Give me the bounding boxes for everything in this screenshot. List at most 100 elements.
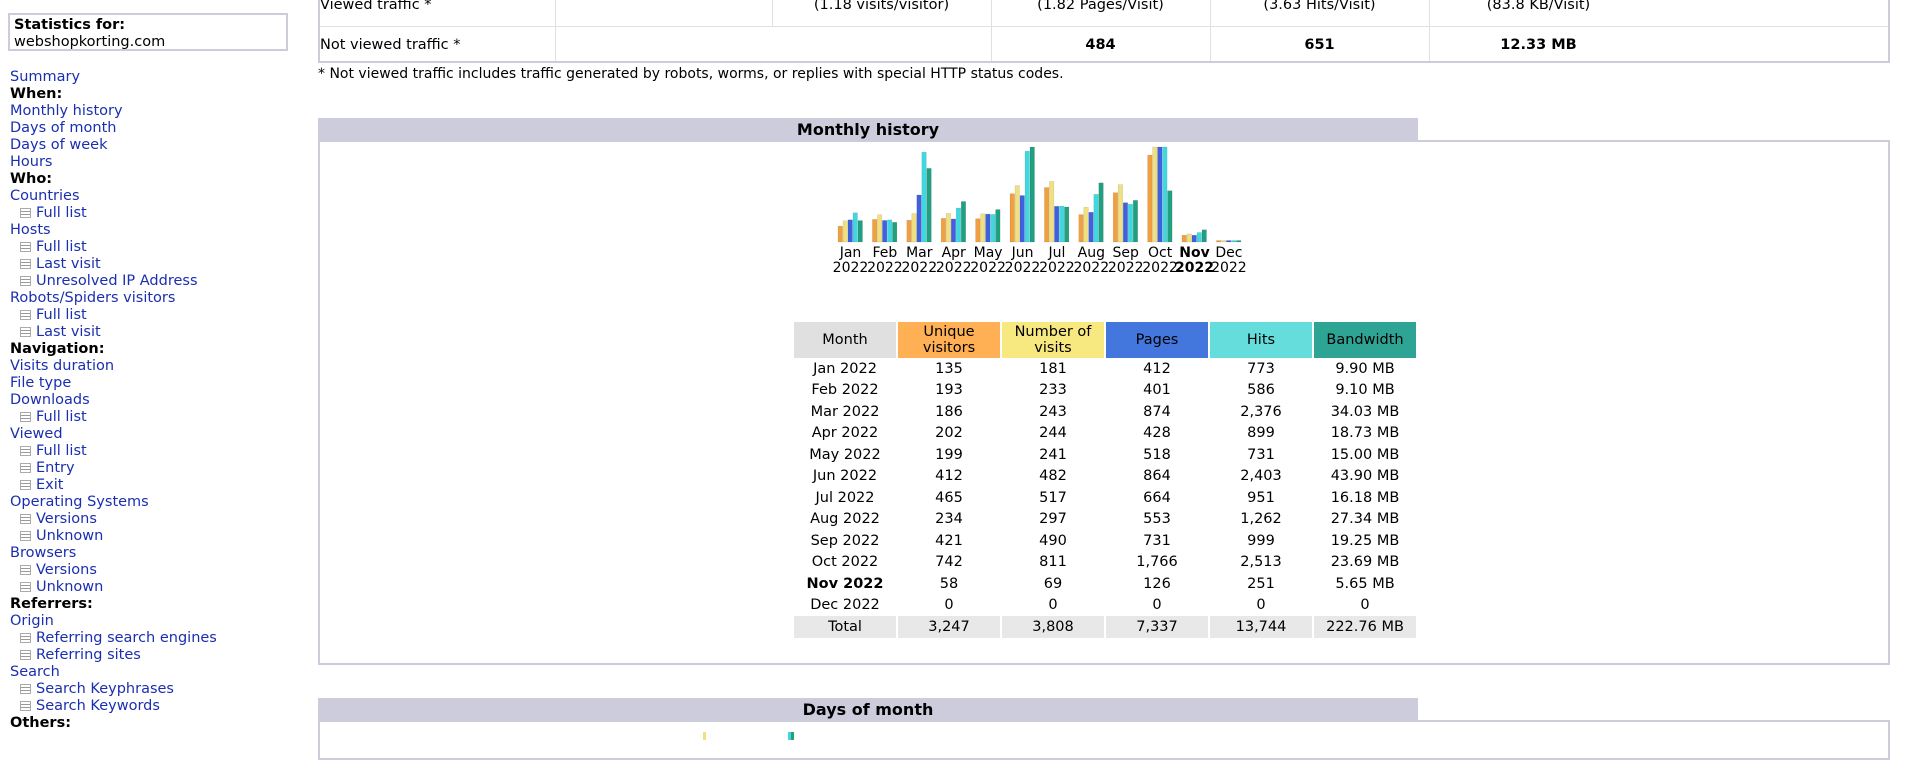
menu-subitem-versions[interactable]: Versions (10, 562, 217, 579)
table-total-cell: 222.76 MB (1314, 616, 1416, 638)
menu-subitem-versions[interactable]: Versions (10, 511, 217, 528)
menu-item-days-of-month[interactable]: Days of month (10, 120, 217, 137)
menu-link[interactable]: Search Keyphrases (36, 681, 174, 697)
pages-per-visit: (1.82 Pages/Visit) (1037, 0, 1164, 13)
chart-month-label: Jun (1011, 245, 1034, 261)
menu-link[interactable]: Full list (36, 307, 87, 323)
table-cell: 586 (1247, 382, 1275, 399)
table-cell: 465 (935, 489, 963, 506)
list-icon (20, 327, 31, 337)
menu-link[interactable]: Browsers (10, 545, 77, 561)
menu-item-viewed[interactable]: Viewed (10, 426, 217, 443)
menu-subitem-full-list[interactable]: Full list (10, 239, 217, 256)
menu-link[interactable]: Robots/Spiders visitors (10, 290, 176, 306)
table-cell: 244 (1039, 425, 1067, 442)
menu-link[interactable]: Visits duration (10, 358, 115, 374)
menu-subitem-referring-sites[interactable]: Referring sites (10, 647, 217, 664)
table-row: Jul 2022 465 517 664 951 16.18 MB (794, 487, 1416, 509)
table-cell: 15.00 MB (1330, 446, 1400, 463)
menu-item-hosts[interactable]: Hosts (10, 222, 217, 239)
menu-link[interactable]: Referring sites (36, 647, 141, 663)
menu-link[interactable]: Downloads (10, 392, 90, 408)
menu-subitem-search-keyphrases[interactable]: Search Keyphrases (10, 681, 217, 698)
menu-subitem-last-visit[interactable]: Last visit (10, 256, 217, 273)
table-cell: 0 (1256, 597, 1266, 614)
menu-item-browsers[interactable]: Browsers (10, 545, 217, 562)
chart-year-label: 2022 (970, 260, 1006, 276)
menu-subitem-full-list[interactable]: Full list (10, 205, 217, 222)
menu-link[interactable]: Operating Systems (10, 494, 149, 510)
menu-subitem-unknown[interactable]: Unknown (10, 579, 217, 596)
menu-subitem-last-visit[interactable]: Last visit (10, 324, 217, 341)
menu-heading-referrers: Referrers: (10, 596, 93, 612)
chart-bar (940, 218, 946, 243)
menu-item-days-of-week[interactable]: Days of week (10, 137, 217, 154)
chart-bar (1064, 206, 1070, 243)
menu-link[interactable]: Days of month (10, 120, 117, 136)
chart-month-label: Feb (873, 245, 898, 261)
menu-link[interactable]: Versions (36, 562, 97, 578)
menu-link[interactable]: Last visit (36, 256, 101, 272)
menu-subitem-unknown[interactable]: Unknown (10, 528, 217, 545)
menu-item-visits-duration[interactable]: Visits duration (10, 358, 217, 375)
menu-item-monthly-history[interactable]: Monthly history (10, 103, 217, 120)
list-icon (20, 582, 31, 592)
menu-link[interactable]: Origin (10, 613, 54, 629)
menu-link[interactable]: Search Keywords (36, 698, 160, 714)
menu-subitem-full-list[interactable]: Full list (10, 409, 217, 426)
table-cell: 0 (944, 597, 954, 614)
menu-subitem-entry[interactable]: Entry (10, 460, 217, 477)
kb-per-visit: (83.8 KB/Visit) (1486, 0, 1591, 13)
menu-link[interactable]: Entry (36, 460, 75, 476)
menu-item-countries[interactable]: Countries (10, 188, 217, 205)
menu-link[interactable]: Hours (10, 154, 53, 170)
menu-link[interactable]: Full list (36, 205, 87, 221)
table-cell: 412 (1143, 360, 1171, 377)
menu-subitem-unresolved-ip-address[interactable]: Unresolved IP Address (10, 273, 217, 290)
menu-link[interactable]: Referring search engines (36, 630, 217, 646)
menu-link[interactable]: Countries (10, 188, 80, 204)
menu-subitem-referring-search-engines[interactable]: Referring search engines (10, 630, 217, 647)
table-cell: Apr 2022 (811, 425, 879, 442)
menu-link[interactable]: Last visit (36, 324, 101, 340)
chart-bar (887, 219, 893, 243)
table-cell: Aug 2022 (810, 511, 880, 528)
chart-bar (1181, 234, 1187, 243)
chart-year-label: 2022 (1108, 260, 1144, 276)
menu-subitem-exit[interactable]: Exit (10, 477, 217, 494)
menu-subitem-search-keywords[interactable]: Search Keywords (10, 698, 217, 715)
menu-link[interactable]: Days of week (10, 137, 108, 153)
menu-item-search[interactable]: Search (10, 664, 217, 681)
menu-link[interactable]: Viewed (10, 426, 63, 442)
menu-subitem-full-list[interactable]: Full list (10, 307, 217, 324)
menu-item-operating-systems[interactable]: Operating Systems (10, 494, 217, 511)
menu-link[interactable]: Monthly history (10, 103, 123, 119)
menu-heading-who: Who: (10, 171, 53, 187)
menu-link[interactable]: Unresolved IP Address (36, 273, 198, 289)
table-cell: 412 (935, 468, 963, 485)
menu-link[interactable]: Full list (36, 409, 87, 425)
menu-link[interactable]: Summary (10, 69, 81, 85)
chart-bar (1127, 203, 1133, 243)
menu-item-hours[interactable]: Hours (10, 154, 217, 171)
menu-link[interactable]: Full list (36, 239, 87, 255)
menu-link[interactable]: Unknown (36, 528, 104, 544)
menu-item-robots-spiders-visitors[interactable]: Robots/Spiders visitors (10, 290, 217, 307)
menu-link[interactable]: Hosts (10, 222, 51, 238)
menu-link[interactable]: File type (10, 375, 72, 391)
table-cell: 241 (1039, 446, 1067, 463)
table-cell: 482 (1039, 468, 1067, 485)
menu-subitem-full-list[interactable]: Full list (10, 443, 217, 460)
menu-item-file-type[interactable]: File type (10, 375, 217, 392)
menu-link[interactable]: Search (10, 664, 60, 680)
table-cell: 58 (939, 575, 959, 592)
menu-item-origin[interactable]: Origin (10, 613, 217, 630)
table-cell: 43.90 MB (1330, 468, 1400, 485)
table-cell: Nov 2022 (806, 575, 884, 592)
menu-link[interactable]: Full list (36, 443, 87, 459)
menu-link[interactable]: Versions (36, 511, 97, 527)
menu-link[interactable]: Exit (36, 477, 64, 493)
menu-item-downloads[interactable]: Downloads (10, 392, 217, 409)
menu-link[interactable]: Unknown (36, 579, 104, 595)
menu-item-summary[interactable]: Summary (10, 69, 217, 86)
